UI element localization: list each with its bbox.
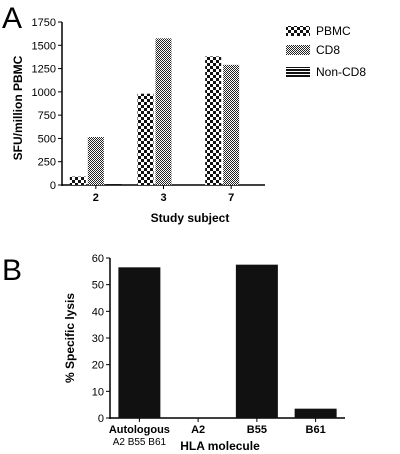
chart-b-y-tick-label: 60 [92, 253, 104, 265]
chart-b-y-tick-label: 50 [92, 280, 104, 292]
chart-b-y-tick-label: 20 [92, 360, 104, 372]
chart-a-y-tick-label: 0 [50, 180, 56, 192]
chart-a-y-tick-label: 1250 [32, 64, 56, 76]
bar-cd8-subject-3 [155, 38, 172, 185]
chart-b-x-tick-label: B55 [247, 424, 267, 436]
chart-a-y-tick-label: 1500 [32, 40, 56, 52]
bar-non-cd8-subject-2 [105, 184, 122, 185]
chart-a-x-tick-label: 2 [93, 192, 99, 204]
chart-b-y-tick-label: 40 [92, 306, 104, 318]
chart-a-legend: PBMC CD8 Non-CD8 [286, 24, 366, 79]
chart-b-x-axis-label: HLA molecule [180, 439, 260, 453]
bar-cd8-subject-7 [223, 64, 240, 185]
chart-b-y-tick-label: 10 [92, 386, 104, 398]
chart-b-x-tick-label: B61 [306, 424, 326, 436]
panel-a-letter: A [2, 2, 22, 35]
bar-pbmc-subject-3 [137, 93, 154, 185]
legend-swatch-non-cd8 [286, 67, 310, 77]
chart-a-x-tick-label: 7 [228, 192, 234, 204]
chart-a-y-tick-label: 1000 [32, 87, 56, 99]
chart-a-y-tick-label: 250 [38, 157, 56, 169]
chart-b-x-tick-label: Autologous [109, 424, 170, 436]
chart-a-x-tick-label: 3 [160, 192, 166, 204]
chart-a-y-tick-label: 1750 [32, 17, 56, 29]
panel-b-letter: B [2, 254, 22, 287]
bar-b61 [294, 408, 337, 418]
bar-b55 [235, 264, 278, 418]
bar-pbmc-subject-7 [205, 56, 222, 185]
chart-b-x-tick-sublabel: A2 B55 B61 [113, 437, 167, 448]
legend-label-non-cd8: Non-CD8 [316, 65, 366, 79]
legend-swatch-pbmc [286, 26, 310, 36]
chart-a: 0 250 500 750 1000 1250 1500 1750 2 3 7 [32, 17, 265, 204]
bar-cd8-subject-2 [87, 137, 104, 185]
chart-a-x-axis-label: Study subject [151, 211, 230, 225]
bar-autologous [118, 267, 161, 418]
bar-pbmc-subject-2 [69, 176, 86, 185]
chart-b-y-tick-label: 0 [98, 413, 104, 425]
chart-b-y-axis-label: % Specific lysis [63, 293, 77, 383]
legend-label-pbmc: PBMC [316, 24, 351, 38]
legend-label-cd8: CD8 [316, 43, 340, 57]
chart-b-x-tick-label: A2 [191, 424, 205, 436]
chart-b-y-tick-label: 30 [92, 333, 104, 345]
legend-swatch-cd8 [286, 45, 310, 55]
chart-a-y-tick-label: 500 [38, 133, 56, 145]
chart-a-y-tick-label: 750 [38, 110, 56, 122]
chart-a-y-axis-label: SFU/million PBMC [11, 55, 25, 160]
